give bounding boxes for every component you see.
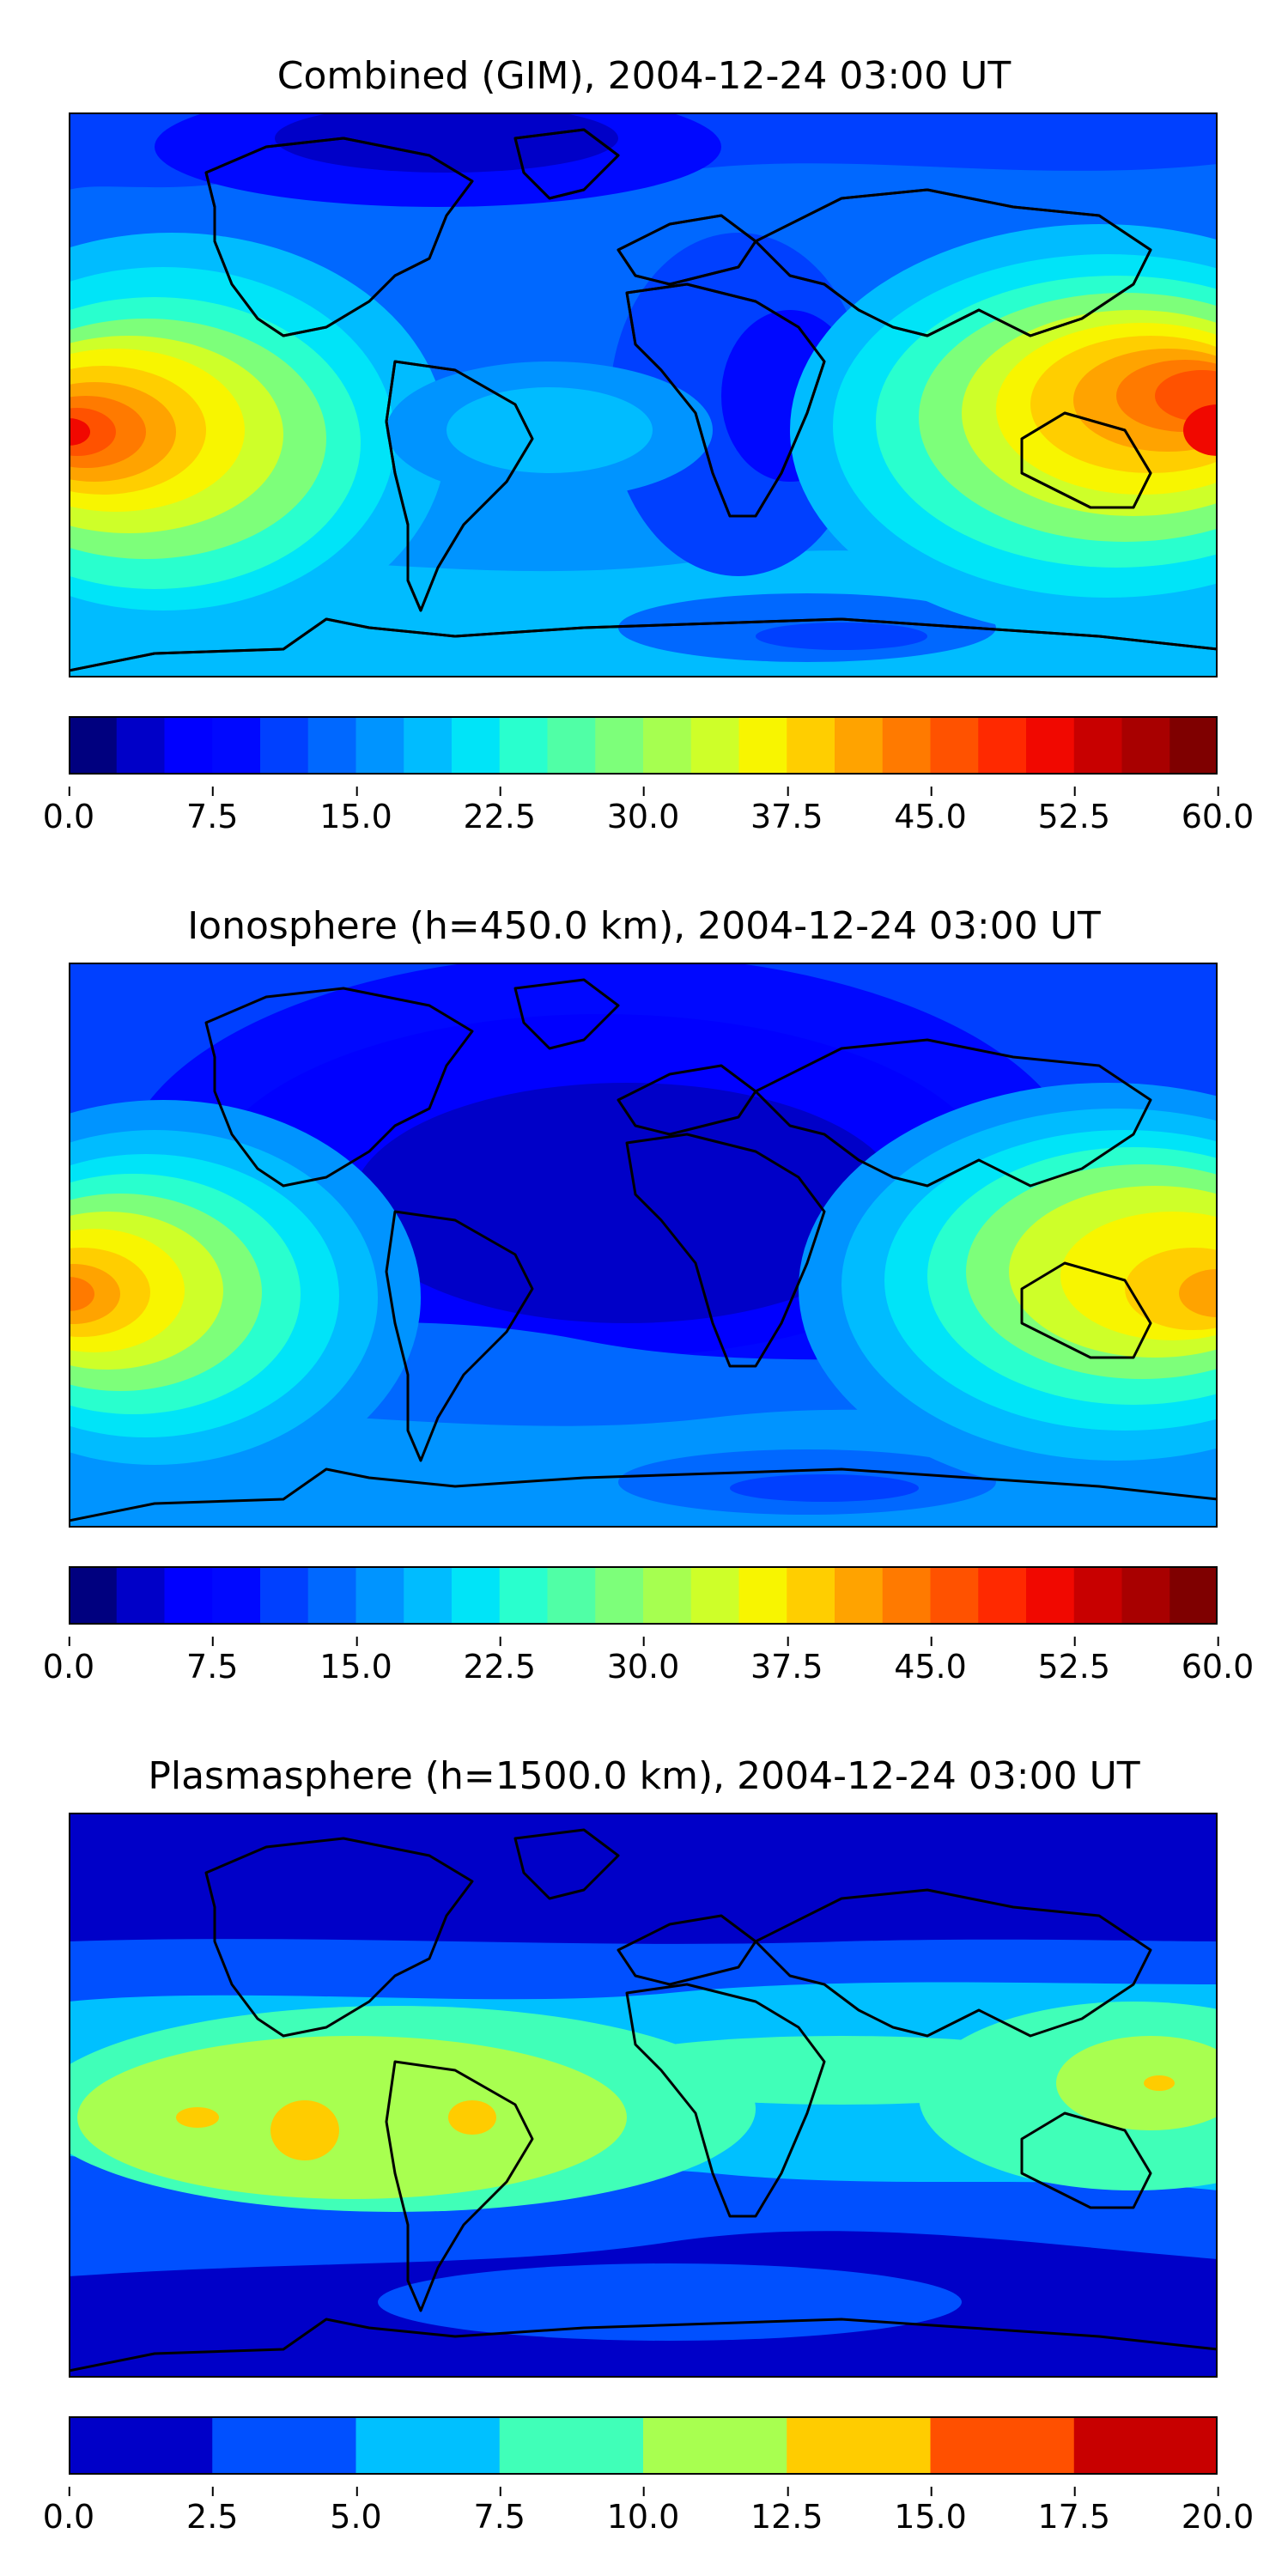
- tick-label: 45.0: [894, 1637, 967, 1686]
- tick-label: 17.5: [1037, 2487, 1111, 2536]
- tick-label: 37.5: [750, 787, 823, 835]
- tick-label: 15.0: [319, 1637, 392, 1686]
- tick-label: 52.5: [1037, 787, 1111, 835]
- colorbar-swatch: [738, 1566, 787, 1625]
- colorbar-swatch: [643, 2416, 787, 2475]
- colorbar-combined: [69, 716, 1218, 775]
- colorbar-plasmasphere: [69, 2416, 1218, 2475]
- colorbar-swatch: [452, 716, 501, 775]
- colorbar-swatch: [307, 1566, 357, 1625]
- tick-label: 12.5: [750, 2487, 823, 2536]
- colorbar-swatch: [307, 716, 357, 775]
- panel-title-plasmasphere: Plasmasphere (h=1500.0 km), 2004-12-24 0…: [148, 1754, 1140, 1798]
- colorbar-swatch: [355, 1566, 404, 1625]
- colorbar-swatch: [595, 1566, 644, 1625]
- colorbar-swatch: [1026, 1566, 1075, 1625]
- colorbar-swatch: [404, 716, 453, 775]
- colorbar-swatches-plasmasphere: [69, 2416, 1218, 2475]
- colorbar-ionosphere: [69, 1566, 1218, 1625]
- tick-label: 22.5: [463, 787, 537, 835]
- colorbar-swatch: [212, 1566, 261, 1625]
- colorbar-swatch: [690, 1566, 740, 1625]
- colorbar-swatch: [404, 1566, 453, 1625]
- colorbar-swatch: [690, 716, 740, 775]
- colorbar-swatch: [547, 716, 596, 775]
- colorbar-swatch: [882, 1566, 932, 1625]
- colorbar-swatch: [116, 716, 166, 775]
- colorbar-swatch: [499, 1566, 549, 1625]
- tick-label: 45.0: [894, 787, 967, 835]
- colorbar-swatch: [930, 1566, 979, 1625]
- colorbar-swatch: [1121, 716, 1170, 775]
- map-plasmasphere: [69, 1813, 1218, 2378]
- tick-label: 30.0: [606, 787, 680, 835]
- colorbar-swatch: [787, 1566, 835, 1625]
- colorbar-swatch: [1170, 1566, 1218, 1625]
- tick-label: 7.5: [473, 2487, 526, 2536]
- colorbar-swatch: [595, 716, 644, 775]
- colorbar-ticks-ionosphere: 0.0 7.5 15.0 22.5 30.0 37.5 45.0 52.5 60…: [43, 1637, 1254, 1690]
- colorbar-swatch: [499, 2416, 644, 2475]
- colorbar-swatch: [787, 2416, 932, 2475]
- colorbar-swatch: [164, 1566, 213, 1625]
- colorbar-swatch: [930, 716, 979, 775]
- colorbar-swatch: [260, 716, 309, 775]
- colorbar-swatch: [116, 1566, 166, 1625]
- colorbar-swatch: [1121, 1566, 1170, 1625]
- panel-title-combined: Combined (GIM), 2004-12-24 03:00 UT: [276, 54, 1012, 98]
- colorbar-swatches-ionosphere: [69, 1566, 1218, 1625]
- colorbar-swatch: [452, 1566, 501, 1625]
- tick-label: 2.5: [186, 2487, 239, 2536]
- colorbar-swatch: [260, 1566, 309, 1625]
- tick-label: 0.0: [42, 1637, 95, 1686]
- colorbar-swatch: [1073, 2416, 1218, 2475]
- map-ionosphere: [69, 963, 1218, 1528]
- tick-label: 60.0: [1181, 787, 1255, 835]
- colorbar-swatch: [164, 716, 213, 775]
- tick-label: 10.0: [606, 2487, 680, 2536]
- colorbar-swatch: [643, 716, 692, 775]
- map-combined: [69, 112, 1218, 677]
- tick-label: 22.5: [463, 1637, 537, 1686]
- tick-label: 0.0: [42, 2487, 95, 2536]
- colorbar-swatch: [355, 2416, 501, 2475]
- colorbar-swatch: [643, 1566, 692, 1625]
- tick-label: 7.5: [186, 1637, 239, 1686]
- colorbar-swatch: [930, 2416, 1075, 2475]
- colorbar-swatch: [1073, 1566, 1123, 1625]
- colorbar-swatch: [499, 716, 549, 775]
- colorbar-swatch: [212, 716, 261, 775]
- colorbar-swatch: [978, 1566, 1027, 1625]
- colorbar-swatch: [1073, 716, 1123, 775]
- colorbar-ticks-combined: 0.0 7.5 15.0 22.5 30.0 37.5 45.0 52.5 60…: [43, 787, 1254, 840]
- colorbar-swatch: [738, 716, 787, 775]
- colorbar-swatch: [212, 2416, 357, 2475]
- tick-label: 30.0: [606, 1637, 680, 1686]
- colorbar-swatches-combined: [69, 716, 1218, 775]
- colorbar-ticks-plasmasphere: 0.0 2.5 5.0 7.5 10.0 12.5 15.0 17.5 20.0: [43, 2487, 1254, 2540]
- colorbar-swatch: [355, 716, 404, 775]
- tick-label: 15.0: [319, 787, 392, 835]
- colorbar-swatch: [69, 1566, 118, 1625]
- tick-label: 37.5: [750, 1637, 823, 1686]
- colorbar-swatch: [882, 716, 932, 775]
- colorbar-swatch: [1170, 716, 1218, 775]
- colorbar-swatch: [835, 716, 884, 775]
- colorbar-swatch: [1026, 716, 1075, 775]
- colorbar-swatch: [547, 1566, 596, 1625]
- colorbar-swatch: [978, 716, 1027, 775]
- colorbar-swatch: [835, 1566, 884, 1625]
- tick-label: 20.0: [1181, 2487, 1255, 2536]
- colorbar-swatch: [69, 716, 118, 775]
- panel-title-ionosphere: Ionosphere (h=450.0 km), 2004-12-24 03:0…: [187, 904, 1101, 948]
- tick-label: 52.5: [1037, 1637, 1111, 1686]
- colorbar-swatch: [69, 2416, 213, 2475]
- tick-label: 7.5: [186, 787, 239, 835]
- tick-label: 60.0: [1181, 1637, 1255, 1686]
- tick-label: 5.0: [330, 2487, 382, 2536]
- tick-label: 0.0: [42, 787, 95, 835]
- tick-label: 15.0: [894, 2487, 967, 2536]
- colorbar-swatch: [787, 716, 835, 775]
